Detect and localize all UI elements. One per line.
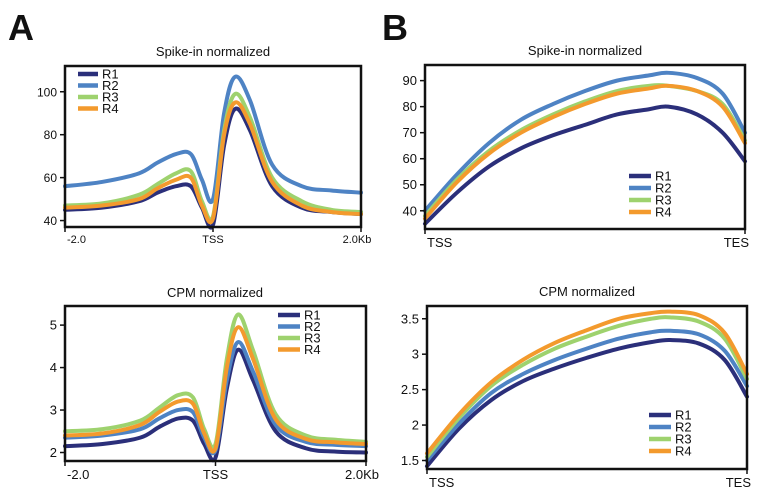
- y-tick-label: 40: [44, 214, 58, 228]
- series-line-r1: [63, 106, 363, 230]
- y-tick-label: 3: [50, 403, 57, 418]
- legend-label-r1: R1: [675, 408, 692, 423]
- y-tick-label: 4: [50, 360, 57, 375]
- series-line-r4: [423, 83, 747, 221]
- y-tick-label: 3.5: [401, 311, 419, 326]
- plot-frame: [425, 304, 749, 471]
- series-line-r1: [63, 347, 368, 463]
- x-tick-label: TES: [726, 475, 752, 490]
- series-line-r2: [425, 328, 749, 463]
- series-line-r4: [425, 309, 749, 456]
- x-tick-label: TSS: [429, 475, 455, 490]
- legend-label-r3: R3: [675, 432, 692, 447]
- chart-title: Spike-in normalized: [156, 44, 270, 59]
- x-tick-label: TSS: [202, 234, 223, 246]
- y-tick-label: 90: [403, 73, 417, 88]
- y-tick-label: 1.5: [401, 453, 419, 468]
- legend-label-r4: R4: [655, 205, 672, 220]
- legend-label-r2: R2: [655, 181, 672, 196]
- x-tick-label: TSS: [203, 467, 229, 482]
- y-tick-label: 5: [50, 318, 57, 333]
- chart-title: CPM normalized: [167, 285, 263, 300]
- legend-label-r3: R3: [102, 90, 119, 105]
- y-tick-label: 3: [412, 347, 419, 362]
- y-tick-label: 40: [403, 203, 417, 218]
- legend-label-r2: R2: [304, 319, 321, 334]
- x-tick-label: 2.0Kb: [345, 467, 379, 482]
- chart-tl: Spike-in normalized 40 60 80 100 -2.0 TSS 2.0Kb…: [37, 44, 371, 246]
- y-tick-label: 70: [403, 125, 417, 140]
- y-tick-label: 2.5: [401, 382, 419, 397]
- x-tick-label: -2.0: [67, 234, 86, 246]
- series-line-r1: [423, 104, 747, 226]
- y-tick-label: 80: [44, 128, 58, 142]
- legend-label-r3: R3: [655, 193, 672, 208]
- legend-label-r4: R4: [675, 444, 692, 459]
- legend-label-r2: R2: [675, 420, 692, 435]
- x-tick-label: 2.0Kb: [343, 234, 372, 246]
- x-tick-label: TES: [724, 235, 750, 250]
- y-tick-label: 80: [403, 99, 417, 114]
- chart-title: Spike-in normalized: [528, 43, 642, 58]
- y-tick-label: 100: [37, 85, 57, 99]
- series-line-r1: [425, 337, 749, 469]
- series-line-r2: [423, 70, 747, 213]
- panel-label-b: B: [382, 7, 408, 48]
- legend-label-r2: R2: [102, 78, 119, 93]
- legend-label-r3: R3: [304, 331, 321, 346]
- series-line-r4: [63, 325, 368, 454]
- series-line-r4: [63, 100, 363, 225]
- y-tick-label: 2: [50, 445, 57, 460]
- plot-frame: [423, 63, 747, 231]
- chart-title: CPM normalized: [539, 284, 635, 299]
- y-tick-label: 60: [44, 171, 58, 185]
- legend-label-r4: R4: [102, 101, 119, 116]
- legend-label-r1: R1: [655, 169, 672, 184]
- x-tick-label: -2.0: [67, 467, 89, 482]
- legend-label-r1: R1: [102, 67, 119, 82]
- series-line-r3: [425, 315, 749, 459]
- y-tick-label: 50: [403, 177, 417, 192]
- panel-label-a: A: [8, 7, 34, 48]
- plots-group: Spike-in normalized 40 60 80 100 -2.0 TSS 2.0Kb…: [37, 43, 751, 490]
- y-tick-label: 60: [403, 151, 417, 166]
- legend-label-r1: R1: [304, 308, 321, 323]
- series-line-r2: [63, 74, 363, 204]
- legend-label-r4: R4: [304, 342, 321, 357]
- y-tick-label: 2: [412, 418, 419, 433]
- series-line-r3: [63, 312, 368, 450]
- x-tick-label: TSS: [427, 235, 453, 250]
